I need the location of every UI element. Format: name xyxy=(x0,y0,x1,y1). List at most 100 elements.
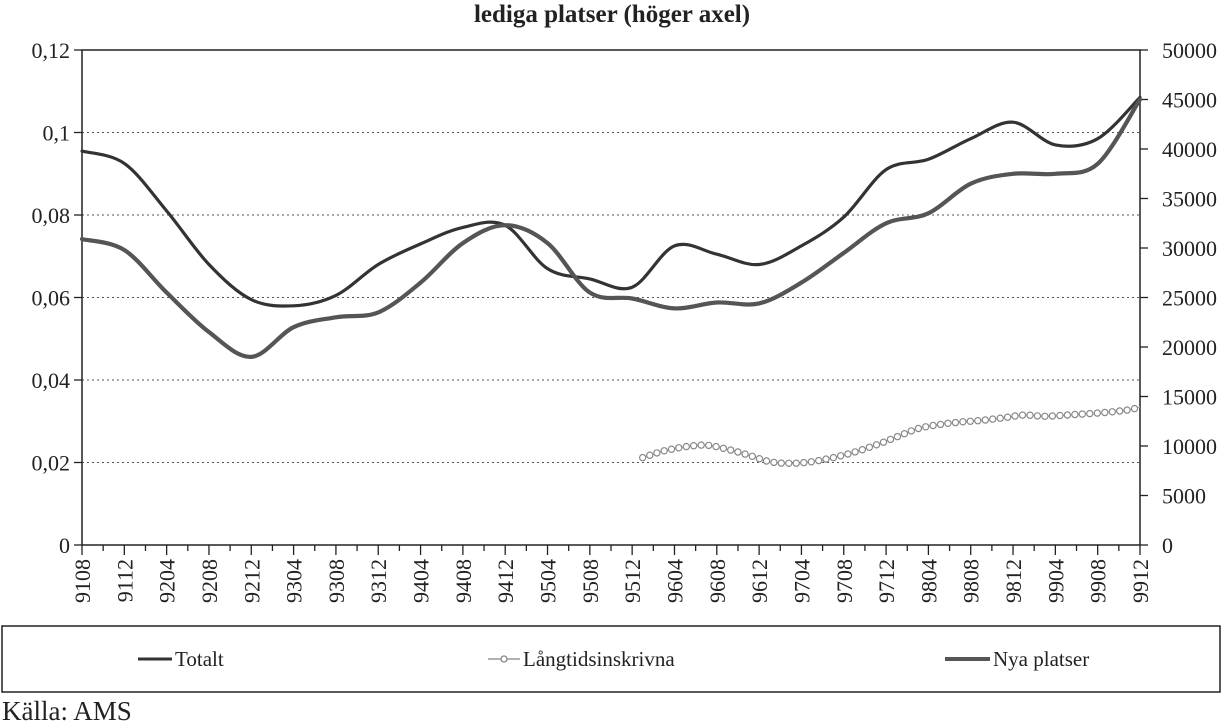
series-marker-langtidsinskrivna xyxy=(944,419,952,427)
series-marker-langtidsinskrivna xyxy=(936,420,945,429)
x-tick-label: 9604 xyxy=(662,559,687,603)
series-marker-langtidsinskrivna xyxy=(1086,409,1094,418)
series-marker-langtidsinskrivna xyxy=(829,453,838,462)
series-marker-langtidsinskrivna xyxy=(675,444,683,452)
x-tick-label: 9208 xyxy=(197,559,222,603)
series-layer xyxy=(79,95,1143,467)
series-marker-langtidsinskrivna xyxy=(1101,408,1109,417)
series-line-totalt xyxy=(80,95,1142,308)
series-marker-langtidsinskrivna xyxy=(815,456,823,465)
x-tick-label: 9112 xyxy=(112,559,137,602)
series-marker-langtidsinskrivna xyxy=(886,435,895,444)
series-marker-langtidsinskrivna xyxy=(762,457,771,465)
legend-item-totalt: Totalt xyxy=(138,647,224,671)
series-marker-langtidsinskrivna xyxy=(770,458,778,467)
series-marker-langtidsinskrivna xyxy=(907,427,916,435)
series-marker-langtidsinskrivna xyxy=(712,442,720,451)
y-right-tick-label: 35000 xyxy=(1162,187,1217,212)
series-marker-langtidsinskrivna xyxy=(900,430,909,438)
x-tick-label: 9804 xyxy=(916,559,941,603)
x-tick-label: 9512 xyxy=(620,559,645,603)
series-marker-langtidsinskrivna xyxy=(1033,412,1042,420)
series-marker-langtidsinskrivna xyxy=(660,447,668,455)
series-marker-langtidsinskrivna xyxy=(1123,406,1131,414)
x-tick-label: 9412 xyxy=(493,559,518,603)
x-tick-label: 9904 xyxy=(1043,559,1068,603)
y-right-tick-label: 20000 xyxy=(1162,335,1217,360)
series-marker-langtidsinskrivna xyxy=(951,418,960,427)
series-marker-langtidsinskrivna xyxy=(837,452,845,460)
series-marker-langtidsinskrivna xyxy=(807,458,816,466)
series-marker-langtidsinskrivna xyxy=(697,441,705,449)
x-tick-label: 9712 xyxy=(874,559,899,603)
y-right-tick-label: 40000 xyxy=(1162,137,1217,162)
series-line-nya-platser xyxy=(79,97,1143,359)
y-right-tick-label: 45000 xyxy=(1162,88,1217,113)
x-tick-label: 9204 xyxy=(155,559,180,603)
series-marker-langtidsinskrivna xyxy=(959,418,967,426)
y-right-tick-label: 30000 xyxy=(1162,236,1217,261)
series-marker-langtidsinskrivna xyxy=(639,453,647,462)
x-tick-label: 9912 xyxy=(1128,559,1153,603)
series-marker-langtidsinskrivna xyxy=(879,438,888,446)
series-marker-langtidsinskrivna xyxy=(777,459,786,467)
series-marker-langtidsinskrivna xyxy=(1071,410,1079,419)
legend-box xyxy=(1,625,1221,693)
series-marker-langtidsinskrivna xyxy=(981,416,990,424)
y-left-tick-label: 0 xyxy=(59,533,70,558)
series-marker-langtidsinskrivna xyxy=(858,446,867,454)
series-marker-langtidsinskrivna xyxy=(792,459,801,467)
y-left-tick-label: 0,08 xyxy=(32,203,71,228)
series-marker-langtidsinskrivna xyxy=(800,458,808,467)
legend-item-nya-platser: Nya platser xyxy=(945,647,1089,671)
y-right-tick-label: 50000 xyxy=(1162,38,1217,63)
right-y-axis: 0 5000 10000 15000 20000 25000 30000 35000 40000… xyxy=(1140,38,1217,558)
y-left-tick-label: 0,1 xyxy=(43,121,71,146)
series-marker-langtidsinskrivna xyxy=(929,421,937,430)
series-marker-langtidsinskrivna xyxy=(785,459,793,467)
x-tick-label: 9108 xyxy=(70,559,95,603)
x-tick-label: 9704 xyxy=(789,559,814,603)
x-tick-label: 9508 xyxy=(578,559,603,603)
series-marker-langtidsinskrivna xyxy=(893,432,902,441)
x-tick-label: 9408 xyxy=(451,559,476,603)
legend-label-totalt: Totalt xyxy=(175,647,224,671)
series-marker-langtidsinskrivna xyxy=(974,417,982,425)
series-marker-langtidsinskrivna xyxy=(1108,408,1117,416)
legend-item-langtidsinskrivna: Långtidsinskrivna xyxy=(488,647,675,671)
series-marker-langtidsinskrivna xyxy=(748,452,757,460)
series-marker-langtidsinskrivna xyxy=(914,424,923,433)
legend-marker-langtidsinskrivna xyxy=(500,655,508,663)
y-left-tick-label: 0,06 xyxy=(32,286,71,311)
series-marker-langtidsinskrivna xyxy=(705,441,713,450)
series-marker-langtidsinskrivna xyxy=(922,423,930,431)
x-tick-label: 9808 xyxy=(959,559,984,603)
x-tick-label: 9212 xyxy=(239,559,264,603)
x-tick-label: 9612 xyxy=(747,559,772,603)
series-marker-langtidsinskrivna xyxy=(741,450,749,458)
series-marker-langtidsinskrivna xyxy=(1078,410,1087,418)
left-y-axis: 0 0,02 0,04 0,06 0,08 0,1 0,12 xyxy=(32,38,82,558)
x-tick-label: 9404 xyxy=(409,559,434,603)
series-marker-langtidsinskrivna xyxy=(989,415,997,423)
series-marker-langtidsinskrivna xyxy=(1130,404,1139,413)
series-marker-langtidsinskrivna xyxy=(667,445,676,453)
series-marker-langtidsinskrivna xyxy=(1056,411,1064,420)
series-marker-langtidsinskrivna xyxy=(851,448,859,456)
x-axis: 9108 9112 9204 9208 9212 9304 9308 9312 9404 9408… xyxy=(70,545,1153,603)
x-tick-label: 9812 xyxy=(1001,559,1026,603)
series-marker-langtidsinskrivna xyxy=(719,444,728,452)
chart-title: lediga platser (höger axel) xyxy=(474,1,750,28)
series-marker-langtidsinskrivna xyxy=(1041,412,1049,420)
series-marker-langtidsinskrivna xyxy=(966,417,975,425)
x-tick-label: 9608 xyxy=(705,559,730,603)
y-right-tick-label: 25000 xyxy=(1162,286,1217,311)
y-right-tick-label: 15000 xyxy=(1162,385,1217,410)
x-tick-label: 9308 xyxy=(324,559,349,603)
series-marker-langtidsinskrivna xyxy=(727,446,735,454)
series-marker-langtidsinskrivna xyxy=(822,455,830,463)
series-marker-langtidsinskrivna xyxy=(1011,412,1019,420)
series-marker-langtidsinskrivna xyxy=(865,443,874,451)
x-tick-label: 9504 xyxy=(536,559,561,603)
